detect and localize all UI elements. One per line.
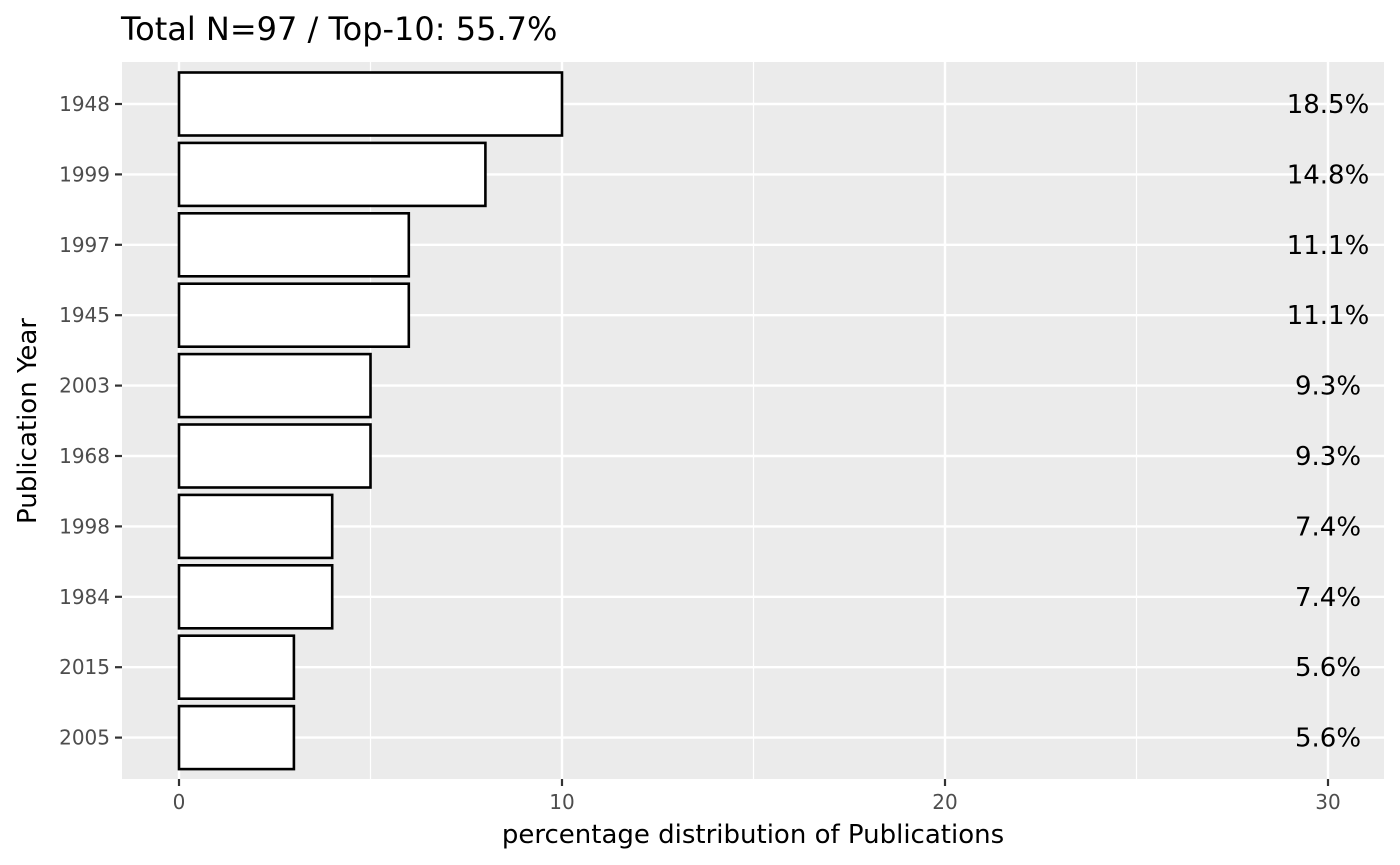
data-label: 7.4% (1295, 512, 1361, 542)
x-tick-label: 0 (173, 790, 186, 814)
data-label: 7.4% (1295, 583, 1361, 613)
data-label: 9.3% (1295, 442, 1361, 472)
bar-2015 (177, 634, 296, 701)
y-axis-title: Publication Year (13, 318, 43, 524)
x-axis: 0 10 20 30 (173, 779, 1341, 814)
y-tick-label: 2015 (59, 655, 110, 679)
data-label: 11.1% (1287, 231, 1370, 261)
y-tick-label: 1999 (59, 162, 110, 186)
data-label: 18.5% (1287, 90, 1370, 120)
data-label: 14.8% (1287, 160, 1370, 190)
y-tick-label: 1998 (59, 514, 110, 538)
y-tick-label: 1948 (59, 92, 110, 116)
x-tick-label: 20 (932, 790, 957, 814)
y-tick-label: 2003 (59, 374, 110, 398)
data-label: 5.6% (1295, 653, 1361, 683)
x-tick-label: 10 (549, 790, 574, 814)
bar-1984 (177, 563, 334, 630)
data-labels: 18.5% 14.8% 11.1% 11.1% 9.3% 9.3% 7.4% 7.4% 5.6%… (1287, 90, 1370, 754)
data-label: 11.1% (1287, 301, 1370, 331)
x-axis-title: percentage distribution of Publications (502, 820, 1004, 850)
x-tick-label: 30 (1315, 790, 1340, 814)
bars (177, 71, 564, 771)
chart-title: Total N=97 / Top-10: 55.7% (120, 10, 557, 48)
y-tick-label: 1997 (59, 233, 110, 257)
y-tick-label: 2005 (59, 726, 110, 750)
data-label: 5.6% (1295, 724, 1361, 754)
data-label: 9.3% (1295, 372, 1361, 402)
bar-1998 (177, 493, 334, 560)
y-axis: 1948 1999 1997 1945 2003 1968 1998 1984 2015 2005 (59, 92, 122, 750)
bar-1999 (177, 141, 487, 208)
y-tick-label: 1945 (59, 303, 110, 327)
bar-2005 (177, 704, 296, 771)
bar-2003 (177, 352, 372, 419)
bar-1968 (177, 423, 372, 489)
bar-1997 (177, 212, 411, 278)
bar-1948 (177, 71, 564, 137)
bar-1945 (177, 282, 411, 349)
y-tick-label: 1984 (59, 585, 110, 609)
y-tick-label: 1968 (59, 444, 110, 468)
